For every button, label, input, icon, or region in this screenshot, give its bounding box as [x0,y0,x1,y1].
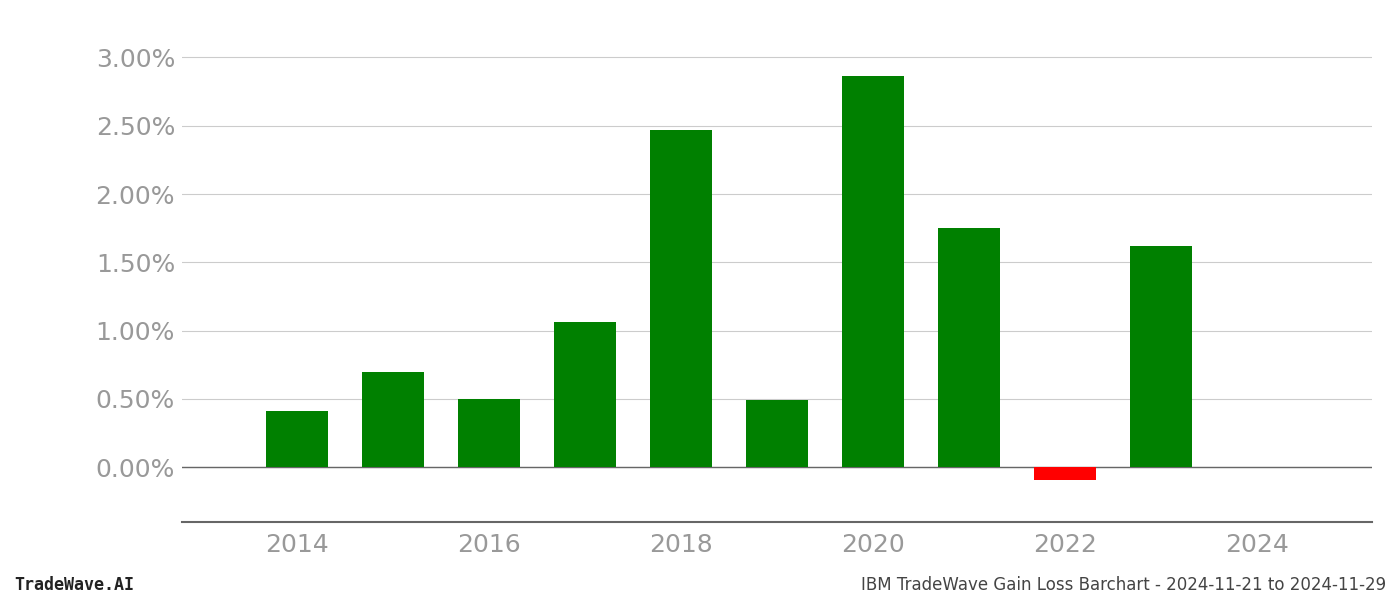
Bar [746,400,808,467]
Bar [841,76,904,467]
Bar [1033,467,1096,479]
Bar [458,399,521,467]
Bar [938,228,1000,467]
Bar [554,322,616,467]
Bar [363,371,424,467]
Text: TradeWave.AI: TradeWave.AI [14,576,134,594]
Bar [650,130,713,467]
Text: IBM TradeWave Gain Loss Barchart - 2024-11-21 to 2024-11-29: IBM TradeWave Gain Loss Barchart - 2024-… [861,576,1386,594]
Bar [1130,246,1191,467]
Bar [266,412,329,467]
